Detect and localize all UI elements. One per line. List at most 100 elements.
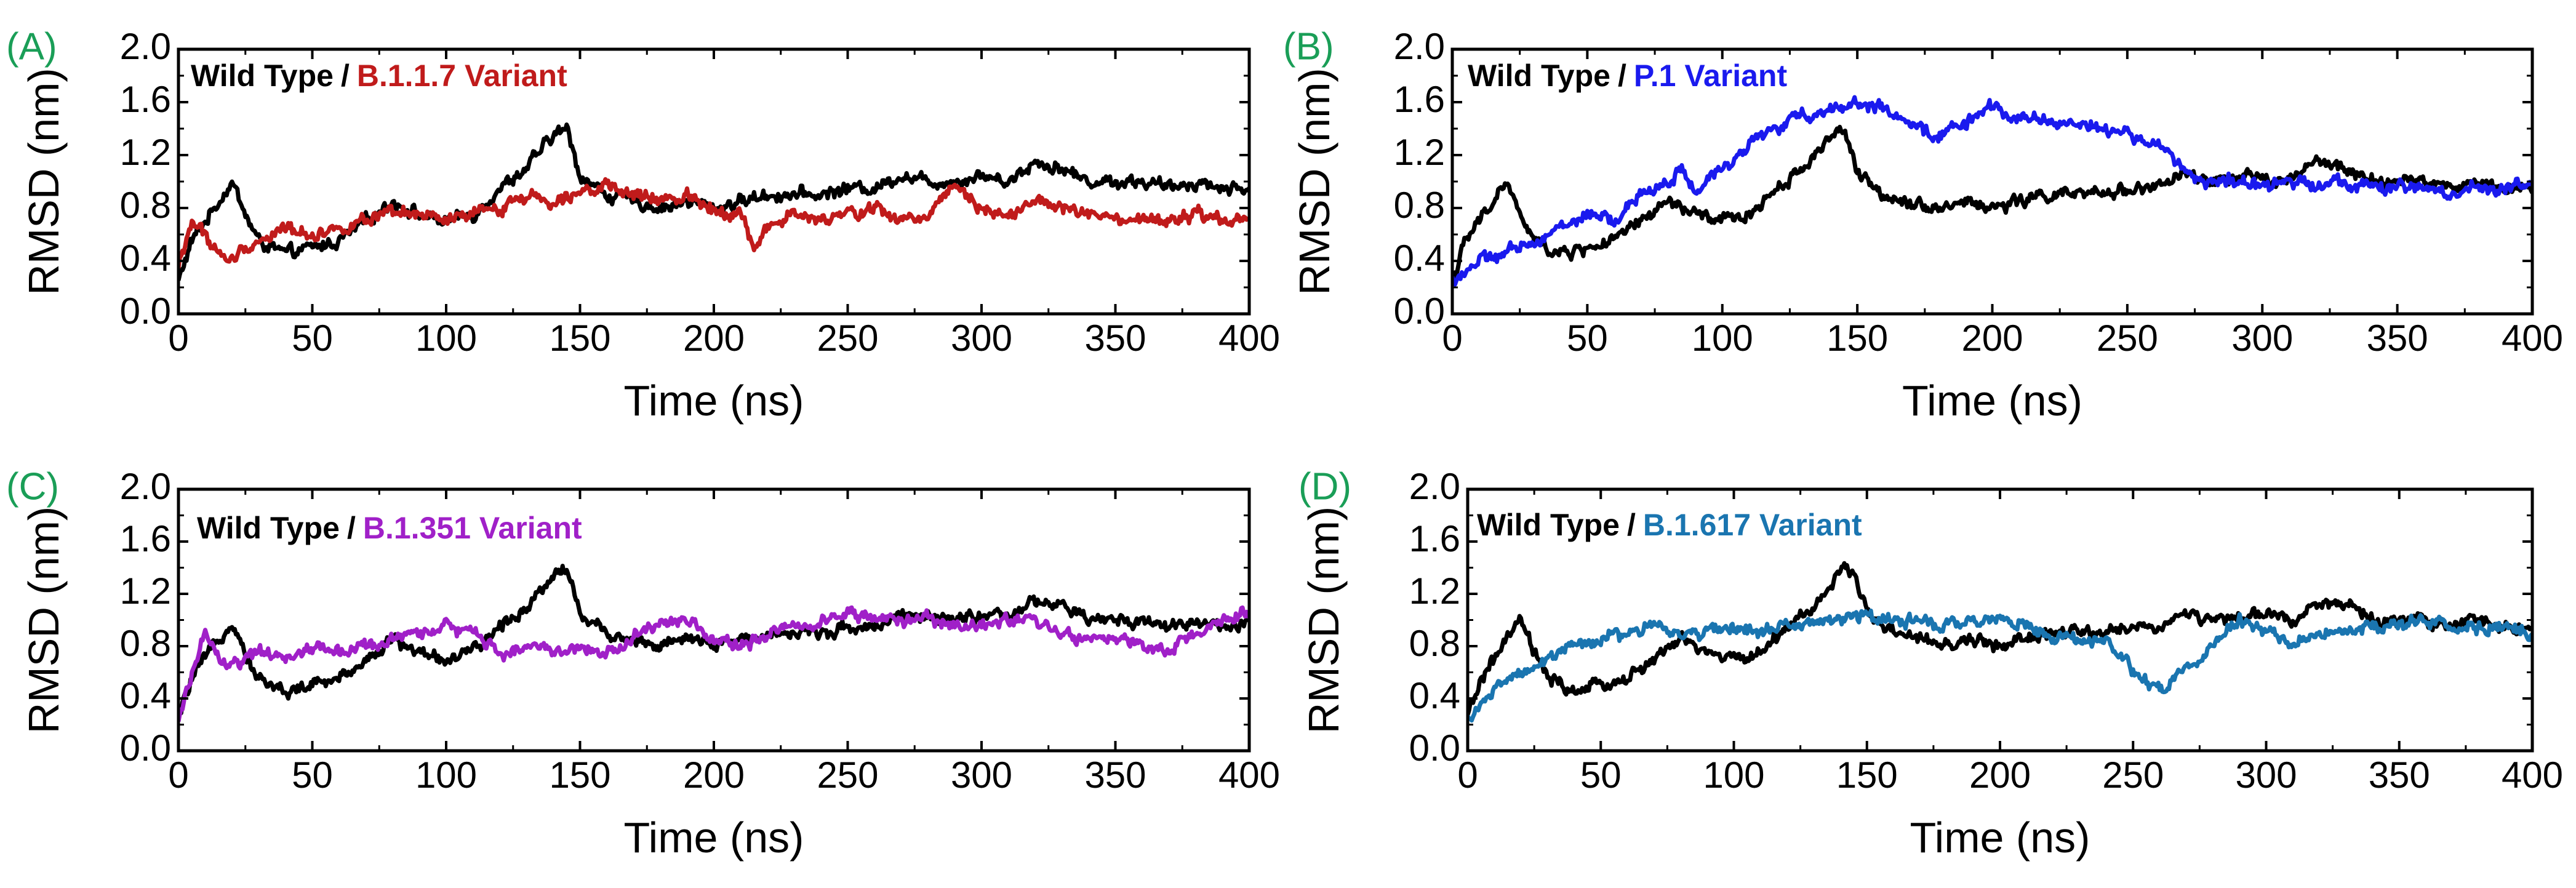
legend-separator: / — [1618, 58, 1626, 93]
legend: Wild Type / B.1.351 Variant — [197, 511, 582, 545]
series-variant-line — [1452, 95, 2532, 287]
y-axis-title: RMSD (nm) — [20, 68, 68, 295]
y-tick-label: 0.4 — [1409, 675, 1460, 716]
y-tick-label: 2.0 — [1409, 466, 1460, 507]
series-wild-type-line — [178, 564, 1249, 716]
x-tick-label: 0 — [168, 754, 188, 796]
legend-wild-type: Wild Type — [1468, 58, 1610, 93]
x-tick-label: 150 — [549, 754, 610, 796]
x-tick-label: 350 — [2369, 754, 2430, 796]
x-tick-label: 0 — [1442, 318, 1462, 359]
y-tick-label: 0.8 — [120, 623, 171, 664]
y-tick-label: 1.6 — [120, 518, 171, 559]
x-axis-title: Time (ns) — [624, 377, 804, 425]
y-tick-label: 2.0 — [120, 26, 171, 67]
x-tick-label: 400 — [2502, 754, 2563, 796]
y-axis-title: RMSD (nm) — [1300, 506, 1348, 734]
x-tick-label: 200 — [1969, 754, 2031, 796]
y-tick-label: 1.2 — [120, 570, 171, 612]
x-tick-label: 400 — [2502, 318, 2563, 359]
x-tick-label: 200 — [683, 318, 745, 359]
x-tick-label: 150 — [1836, 754, 1898, 796]
y-tick-label: 2.0 — [1394, 26, 1445, 67]
y-axis-title: RMSD (nm) — [20, 506, 68, 734]
y-tick-label: 1.6 — [120, 79, 171, 120]
series-variant-line — [178, 177, 1249, 269]
y-tick-label: 0.0 — [120, 290, 171, 332]
panel-label: (D) — [1298, 465, 1351, 508]
y-tick-label: 0.4 — [1394, 238, 1445, 279]
y-tick-label: 0.0 — [1409, 727, 1460, 769]
y-tick-label: 0.8 — [120, 185, 171, 226]
panel-label: (A) — [6, 25, 57, 68]
legend: Wild Type / B.1.617 Variant — [1477, 508, 1862, 542]
legend-wild-type: Wild Type — [197, 511, 340, 545]
x-tick-label: 250 — [2102, 754, 2164, 796]
panel-label: (C) — [6, 465, 59, 508]
x-tick-label: 0 — [1457, 754, 1478, 796]
y-tick-label: 0.4 — [120, 238, 171, 279]
series-wild-type-line — [178, 122, 1249, 281]
legend-separator: / — [341, 58, 350, 93]
x-axis-title: Time (ns) — [1910, 814, 2090, 862]
x-tick-label: 200 — [683, 754, 745, 796]
x-tick-label: 250 — [817, 754, 878, 796]
series-wild-type-line — [1468, 561, 2532, 716]
x-tick-label: 200 — [1961, 318, 2023, 359]
x-axis-title: Time (ns) — [1902, 377, 2082, 425]
x-tick-label: 100 — [415, 754, 477, 796]
legend: Wild Type / B.1.1.7 Variant — [191, 58, 567, 93]
series-lines — [1468, 561, 2532, 723]
x-tick-label: 250 — [2097, 318, 2158, 359]
y-axis-title: RMSD (nm) — [1290, 68, 1338, 295]
x-tick-label: 400 — [1218, 754, 1280, 796]
legend-wild-type: Wild Type — [1477, 508, 1620, 542]
y-tick-label: 1.2 — [1394, 132, 1445, 173]
panel-label: (B) — [1283, 25, 1334, 68]
x-tick-label: 50 — [1580, 754, 1622, 796]
panel-d: (D) 0 50 100 150 200 250 300 350 400 0.0 0.4 0.8 1.2 1… — [1298, 465, 2563, 862]
y-tick-label: 1.2 — [1409, 570, 1460, 612]
x-tick-label: 350 — [1084, 754, 1146, 796]
legend-variant: B.1.617 Variant — [1643, 508, 1862, 542]
x-tick-label: 50 — [292, 754, 333, 796]
y-tick-label: 1.6 — [1394, 79, 1445, 120]
legend-separator: / — [347, 511, 356, 545]
legend-variant: B.1.351 Variant — [363, 511, 582, 545]
x-tick-label: 0 — [168, 318, 188, 359]
x-tick-label: 50 — [1567, 318, 1608, 359]
y-tick-label: 1.2 — [120, 132, 171, 173]
y-tick-label: 2.0 — [120, 466, 171, 507]
y-tick-label: 0.8 — [1409, 623, 1460, 664]
series-wild-type-line — [1452, 124, 2532, 282]
x-tick-label: 100 — [1703, 754, 1764, 796]
x-tick-label: 350 — [1084, 318, 1146, 359]
legend-separator: / — [1627, 508, 1636, 542]
series-variant-line — [178, 605, 1249, 722]
y-tick-label: 0.0 — [120, 727, 171, 769]
x-tick-label: 100 — [415, 318, 477, 359]
y-tick-label: 1.6 — [1409, 518, 1460, 559]
y-tick-label: 0.4 — [120, 675, 171, 716]
series-variant-line — [1468, 608, 2532, 723]
legend-wild-type: Wild Type — [191, 58, 334, 93]
panel-c: (C) 0 50 100 150 200 250 300 350 400 0.0 0.4 0.8 1.2 1… — [6, 465, 1280, 862]
x-tick-label: 50 — [292, 318, 333, 359]
series-lines — [178, 122, 1249, 281]
x-tick-label: 300 — [951, 754, 1012, 796]
x-tick-label: 300 — [2231, 318, 2293, 359]
legend-variant: P.1 Variant — [1634, 58, 1788, 93]
x-axis-title: Time (ns) — [624, 814, 804, 862]
y-tick-label: 0.0 — [1394, 290, 1445, 332]
y-tick-label: 0.8 — [1394, 185, 1445, 226]
x-tick-label: 250 — [817, 318, 878, 359]
x-tick-label: 300 — [2235, 754, 2297, 796]
x-tick-label: 150 — [549, 318, 610, 359]
legend: Wild Type / P.1 Variant — [1468, 58, 1787, 93]
series-lines — [1452, 95, 2532, 287]
series-lines — [178, 564, 1249, 722]
x-tick-label: 400 — [1218, 318, 1280, 359]
x-tick-label: 100 — [1692, 318, 1753, 359]
x-tick-label: 150 — [1826, 318, 1888, 359]
